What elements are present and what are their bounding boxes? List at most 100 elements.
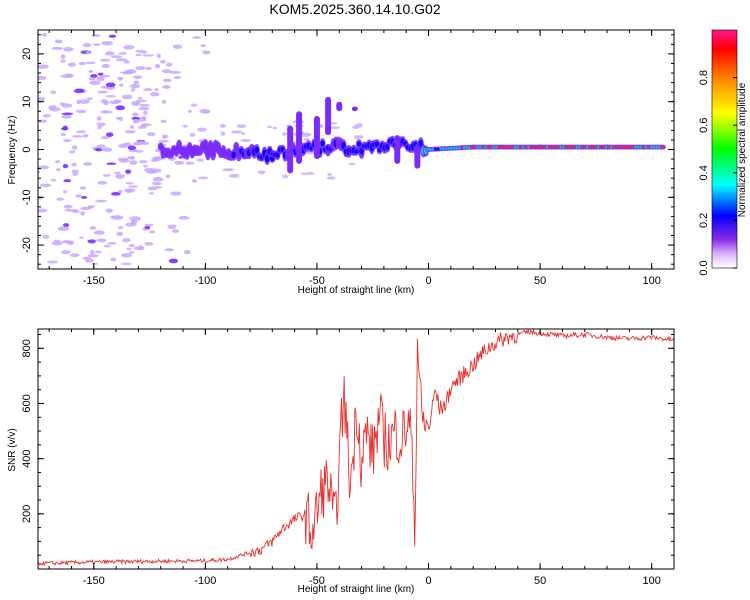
noise-blob bbox=[50, 178, 57, 182]
noise-blob bbox=[101, 63, 110, 69]
signal-core bbox=[320, 140, 325, 147]
signal-core bbox=[205, 149, 211, 158]
noise-blob bbox=[70, 253, 80, 258]
spectrogram-x-label: Height of straight line (km) bbox=[298, 285, 415, 296]
noise-blob bbox=[133, 80, 140, 85]
noise-blob bbox=[96, 238, 107, 243]
noise-blob bbox=[80, 206, 92, 211]
noise-blob bbox=[91, 34, 101, 38]
noise-blob bbox=[89, 226, 96, 230]
noise-blob bbox=[240, 138, 252, 142]
noise-blob bbox=[126, 247, 132, 251]
noise-blob bbox=[154, 88, 159, 92]
noise-blob bbox=[156, 53, 161, 59]
spectrogram-x-tick-label: 100 bbox=[643, 275, 661, 287]
noise-blob bbox=[123, 142, 132, 147]
noise-blob bbox=[56, 168, 61, 172]
noise-blob bbox=[103, 244, 111, 248]
noise-blob bbox=[107, 242, 117, 245]
noise-blob bbox=[85, 61, 96, 65]
spectrogram-x-tick-label: -100 bbox=[194, 275, 216, 287]
spectrogram-signal-trace bbox=[157, 96, 666, 174]
noise-blob bbox=[129, 125, 135, 130]
noise-blob bbox=[144, 225, 151, 229]
signal-core bbox=[385, 143, 390, 151]
noise-blob bbox=[168, 258, 179, 264]
noise-blob bbox=[125, 189, 133, 193]
noise-blob bbox=[149, 230, 156, 234]
noise-blob bbox=[105, 132, 114, 137]
noise-blob bbox=[129, 84, 141, 89]
noise-blob bbox=[69, 150, 76, 154]
noise-blob bbox=[132, 118, 140, 124]
colorbar: 0.0 0.2 0.4 0.6 0.8 Normalized spectral ampl… bbox=[698, 29, 748, 276]
noise-blob bbox=[160, 119, 167, 124]
noise-blob bbox=[118, 83, 124, 87]
noise-blob bbox=[138, 106, 150, 111]
noise-blob bbox=[127, 155, 136, 160]
noise-blob bbox=[190, 103, 198, 107]
spectrogram-y-tick-label: -20 bbox=[21, 237, 33, 253]
noise-blob bbox=[135, 66, 146, 71]
noise-blob bbox=[142, 54, 155, 57]
signal-excursion bbox=[325, 96, 332, 136]
noise-blob bbox=[61, 240, 71, 244]
noise-blob bbox=[51, 46, 64, 50]
noise-blob bbox=[173, 76, 182, 80]
noise-blob bbox=[113, 99, 122, 104]
noise-blob bbox=[169, 70, 182, 74]
noise-blob bbox=[164, 248, 175, 252]
noise-blob bbox=[110, 257, 117, 262]
signal-core bbox=[231, 151, 236, 159]
spectrogram-x-tick-label: 50 bbox=[534, 275, 546, 287]
noise-blob bbox=[95, 199, 107, 203]
noise-blob bbox=[55, 160, 61, 164]
noise-blob bbox=[61, 112, 74, 116]
noise-blob bbox=[300, 172, 308, 176]
colorbar-tick-label: 0.6 bbox=[698, 118, 710, 133]
noise-blob bbox=[105, 208, 114, 213]
noise-blob bbox=[121, 94, 133, 100]
noise-blob bbox=[134, 149, 144, 153]
colorbar-tick-label: 0.0 bbox=[698, 260, 710, 275]
noise-blob bbox=[257, 170, 266, 175]
noise-blob bbox=[100, 136, 110, 140]
noise-blob bbox=[174, 160, 185, 165]
noise-blob bbox=[60, 59, 66, 63]
noise-blob bbox=[54, 39, 63, 44]
noise-blob bbox=[197, 176, 209, 180]
noise-blob bbox=[185, 161, 195, 165]
noise-blob bbox=[135, 53, 142, 57]
snr-y-tick-label: 400 bbox=[21, 449, 33, 467]
noise-blob bbox=[75, 109, 87, 114]
noise-blob bbox=[219, 123, 226, 128]
noise-blob bbox=[150, 158, 158, 162]
spectrogram-y-ticks: -20 -10 0 10 20 bbox=[21, 34, 674, 265]
noise-blob bbox=[118, 52, 128, 55]
noise-blob bbox=[68, 240, 74, 245]
spectrogram-noise-blobs bbox=[38, 33, 364, 266]
spectrogram-y-label: Frequency (Hz) bbox=[7, 116, 18, 185]
page-title: KOM5.2025.360.14.10.G02 bbox=[269, 1, 441, 17]
noise-blob bbox=[104, 51, 115, 56]
noise-blob bbox=[97, 90, 109, 94]
signal-excursion bbox=[313, 116, 320, 160]
noise-blob bbox=[196, 158, 205, 162]
noise-blob bbox=[171, 229, 180, 233]
spectrogram-y-tick-label: 0 bbox=[21, 146, 33, 152]
snr-y-tick-label: 800 bbox=[21, 339, 33, 357]
snr-x-ticks: -150 -100 -50 0 50 100 bbox=[48, 329, 675, 587]
noise-blob bbox=[71, 162, 77, 167]
noise-blob bbox=[85, 51, 91, 55]
snr-panel: -150 -100 -50 0 50 100 200 400 600 800 Height of… bbox=[7, 328, 675, 595]
noise-blob bbox=[123, 45, 135, 50]
noise-blob bbox=[122, 238, 131, 243]
spectrogram-x-tick-label: -50 bbox=[309, 275, 325, 287]
signal-core bbox=[264, 154, 270, 163]
noise-blob bbox=[38, 75, 47, 81]
noise-blob bbox=[61, 250, 71, 255]
noise-blob bbox=[115, 58, 128, 62]
noise-blob bbox=[151, 181, 162, 186]
snr-y-tick-label: 600 bbox=[21, 394, 33, 412]
noise-blob bbox=[38, 97, 46, 102]
